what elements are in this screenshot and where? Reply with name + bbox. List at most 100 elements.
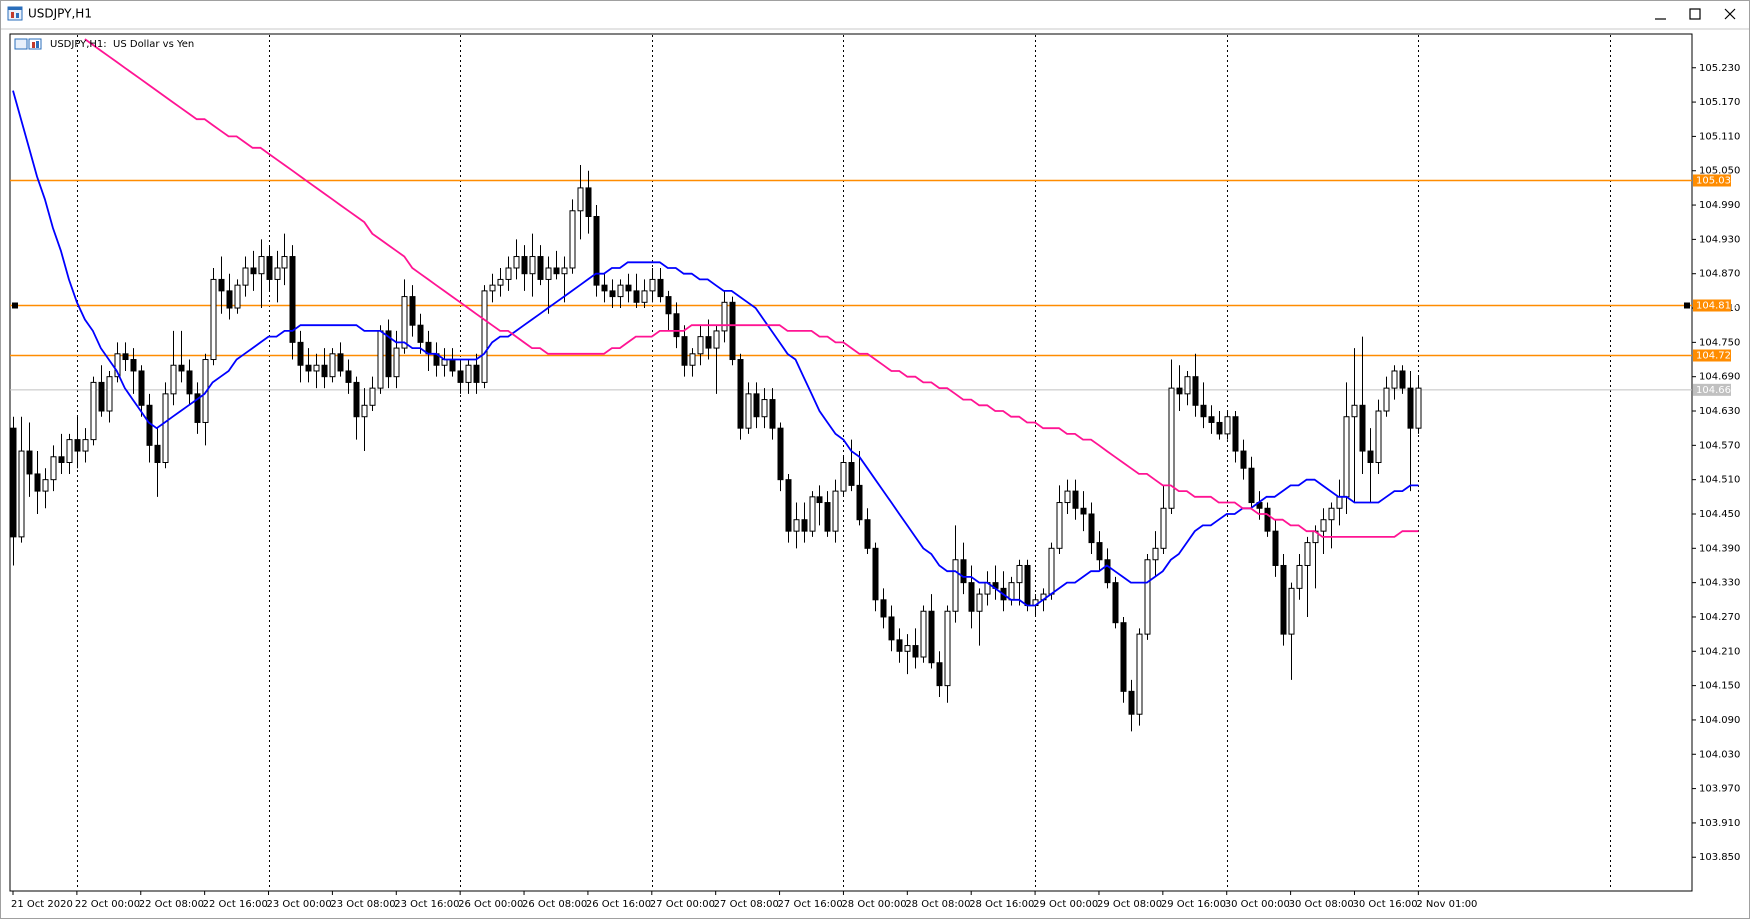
candle-body <box>1216 421 1223 435</box>
candle-body <box>1008 582 1015 601</box>
candle-body <box>1375 410 1382 464</box>
x-tick-label: 22 Oct 08:00 <box>139 899 204 910</box>
candle-body <box>521 256 528 275</box>
candle-body <box>258 256 265 275</box>
x-tick-label: 28 Oct 16:00 <box>969 899 1034 910</box>
y-tick-label: 104.930 <box>1699 234 1740 245</box>
bid-label-bg <box>1693 383 1731 396</box>
x-tick-label: 29 Oct 16:00 <box>1161 899 1226 910</box>
x-tick-label: 22 Oct 16:00 <box>203 899 268 910</box>
candle-body <box>705 336 712 349</box>
candle-body <box>138 370 145 406</box>
candle-body <box>1104 559 1111 584</box>
candle-body <box>904 645 911 652</box>
candle-body <box>801 519 808 532</box>
candle-body <box>106 376 113 412</box>
candle-body <box>1240 450 1247 469</box>
candle-body <box>1080 507 1087 515</box>
candle-body <box>1048 547 1055 595</box>
y-tick-label: 104.210 <box>1699 646 1740 657</box>
level-label-bg <box>1693 174 1731 187</box>
candle-body <box>154 444 161 464</box>
candle-body <box>1168 387 1175 509</box>
candle-body <box>1343 416 1350 498</box>
candle-body <box>649 278 656 292</box>
y-tick-label: 103.910 <box>1699 818 1740 829</box>
moving-averages-layer <box>12 38 1419 607</box>
maximize-button[interactable] <box>1679 2 1711 26</box>
candle-body <box>689 353 696 366</box>
candle-body <box>928 610 935 664</box>
candle-body <box>313 364 320 372</box>
candle-body <box>1112 582 1119 624</box>
level-label: 105.034 <box>1696 176 1737 187</box>
x-tick-label: 23 Oct 08:00 <box>330 899 395 910</box>
candle-body <box>1024 564 1031 607</box>
candle-body <box>281 256 288 269</box>
candle-body <box>888 616 895 641</box>
candle-body <box>82 439 89 452</box>
x-tick-label: 26 Oct 16:00 <box>586 899 651 910</box>
candle-body <box>489 284 496 292</box>
candle-body <box>393 347 400 378</box>
window-title: USDJPY,H1 <box>28 7 92 21</box>
candle-body <box>194 393 201 423</box>
candle-body <box>297 341 304 366</box>
candle-body <box>968 582 975 612</box>
candle-body <box>274 267 281 280</box>
candle-body <box>1064 490 1071 504</box>
candle-body <box>641 290 648 303</box>
y-tick-label: 104.510 <box>1699 475 1740 486</box>
candle-body <box>505 267 512 280</box>
candle-body <box>840 462 847 492</box>
candle-body <box>162 393 169 463</box>
candle-body <box>58 456 65 464</box>
x-tick-label: 30 Oct 16:00 <box>1352 899 1417 910</box>
close-button[interactable] <box>1713 2 1747 26</box>
y-tick-label: 105.050 <box>1699 166 1740 177</box>
level-label: 104.816 <box>1696 301 1737 312</box>
candle-body <box>1383 387 1390 412</box>
candle-body <box>585 187 592 217</box>
y-tick-label: 104.870 <box>1699 269 1740 280</box>
candle-body <box>18 450 25 538</box>
candle-body <box>1072 490 1079 509</box>
candle-body <box>369 387 376 406</box>
candle-body <box>1096 542 1103 561</box>
candle-body <box>42 479 49 492</box>
candle-body <box>74 439 81 452</box>
candle-body <box>1152 547 1159 561</box>
minimize-button[interactable] <box>1645 2 1677 26</box>
candle-body <box>729 301 736 361</box>
candle-body <box>1088 513 1095 544</box>
candle-body <box>1232 416 1239 452</box>
level-handle <box>12 302 18 309</box>
level-label-bg <box>1693 349 1731 362</box>
candle-body <box>114 353 121 378</box>
y-tick-label: 104.750 <box>1699 337 1740 348</box>
candle-body <box>1336 496 1343 509</box>
candle-body <box>473 364 480 383</box>
candle-body <box>681 336 688 366</box>
candle-body <box>617 284 624 298</box>
candle-body <box>1120 622 1127 692</box>
x-tick-label: 27 Oct 00:00 <box>650 899 715 910</box>
candle-body <box>601 284 608 292</box>
candle-body <box>1144 559 1151 635</box>
candle-body <box>537 256 544 280</box>
y-tick-label: 104.030 <box>1699 749 1740 760</box>
candle-body <box>242 267 249 286</box>
x-tick-label: 27 Oct 08:00 <box>714 899 779 910</box>
candle-body <box>417 324 424 343</box>
candle-body <box>1399 370 1406 389</box>
candle-body <box>777 427 784 481</box>
candle-body <box>226 290 233 309</box>
candle-body <box>761 399 768 418</box>
candle-body <box>593 215 600 286</box>
x-tick-label: 23 Oct 00:00 <box>267 899 332 910</box>
candle-body <box>665 296 672 315</box>
app-icon <box>7 6 23 21</box>
y-tick-label: 104.990 <box>1699 200 1740 211</box>
candle-body <box>234 284 241 309</box>
title-bar <box>1 1 1749 28</box>
